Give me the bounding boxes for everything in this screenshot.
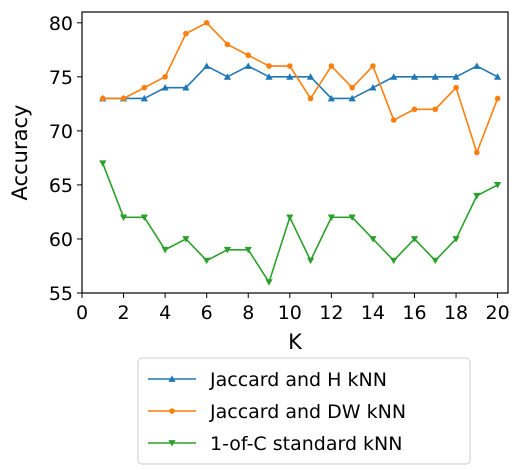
- series-3-point: [223, 246, 232, 254]
- series-2-point: [494, 95, 501, 102]
- y-tick-label: 65: [49, 175, 73, 197]
- series-2-point: [99, 95, 106, 102]
- series-1-point: [182, 84, 190, 91]
- series-3-point: [99, 160, 107, 167]
- series-1-point: [203, 62, 211, 69]
- series-1-point: [223, 73, 232, 80]
- series-1-point: [452, 73, 460, 80]
- legend: Jaccard and H kNN Jaccard and DW kNN 1-of-…: [137, 357, 471, 465]
- axis-layer: 0 2 4 6 8 10 12 14 16 18 20 55 60 65 70 75 80: [49, 13, 510, 324]
- series-2-point: [245, 52, 252, 59]
- series-1-point: [348, 94, 356, 102]
- series-2-point: [183, 30, 189, 37]
- series-3-point: [182, 236, 190, 243]
- plot-layer: [99, 20, 502, 286]
- series-1-line: [102, 65, 498, 100]
- series-3-point: [348, 214, 356, 221]
- series-3-line: [102, 163, 498, 283]
- x-tick-label: 8: [242, 302, 254, 324]
- legend-label: 1-of-C standard kNN: [210, 433, 402, 455]
- series-2-point: [370, 63, 376, 69]
- series-1-point: [327, 94, 335, 102]
- legend-entry: Jaccard and DW kNN: [148, 401, 406, 423]
- series-3-point: [410, 236, 419, 243]
- plot-frame: [81, 11, 509, 294]
- x-tick-label: 16: [402, 302, 426, 324]
- series-1-point: [390, 73, 398, 80]
- legend-box: [137, 357, 471, 465]
- y-tick-label: 60: [49, 229, 73, 251]
- legend-label: Jaccard and DW kNN: [209, 401, 406, 423]
- legend-entry: Jaccard and H kNN: [148, 369, 387, 391]
- x-tick-label: 12: [319, 302, 343, 324]
- series-3-point: [244, 246, 252, 254]
- x-axis-label: K: [288, 330, 303, 354]
- series-2-point: [141, 84, 148, 91]
- series-1-point: [473, 62, 481, 69]
- series-3-point: [390, 257, 398, 265]
- series-2-line: [102, 22, 499, 154]
- x-tick-label: 6: [201, 302, 213, 324]
- x-tick-label: 14: [361, 302, 385, 324]
- series-3-point: [265, 279, 273, 286]
- series-3-point: [203, 257, 211, 265]
- series-2-point: [287, 63, 293, 69]
- series-1: [99, 62, 502, 102]
- series-2-point: [328, 63, 335, 69]
- y-tick-label: 75: [49, 67, 73, 89]
- series-3-point: [286, 214, 294, 221]
- series-3-point: [369, 236, 377, 243]
- series-2-point: [349, 84, 355, 91]
- series-1-point: [431, 73, 439, 80]
- legend-entry: 1-of-C standard kNN: [148, 433, 402, 455]
- series-3-point: [306, 257, 315, 265]
- series-1-point: [140, 94, 148, 102]
- series-2-point: [411, 106, 418, 113]
- series-2-point: [453, 84, 459, 91]
- y-tick-label: 80: [49, 13, 73, 35]
- legend-swatch-marker: [169, 408, 175, 414]
- series-1-point: [265, 73, 273, 80]
- series-2-point: [120, 95, 127, 102]
- series-1-point: [306, 73, 315, 80]
- y-axis-label: Accuracy: [8, 105, 32, 201]
- series-2-point: [266, 63, 272, 69]
- x-tick-label: 20: [486, 302, 510, 324]
- x-tick-label: 10: [278, 302, 302, 324]
- series-3-point: [452, 236, 460, 243]
- series-1-point: [494, 73, 502, 80]
- y-tick-label: 55: [49, 283, 73, 305]
- series-2-point: [307, 95, 314, 102]
- series-3-point: [119, 214, 128, 221]
- series-1-point: [369, 84, 377, 91]
- x-tick-label: 2: [118, 302, 130, 324]
- series-3-point: [161, 246, 169, 254]
- series-3-point: [431, 257, 439, 265]
- series-3: [99, 160, 502, 286]
- legend-entries: Jaccard and H kNN Jaccard and DW kNN 1-of-…: [148, 369, 406, 455]
- series-1-point: [244, 62, 252, 69]
- series-3-point: [473, 192, 481, 200]
- series-3-point: [140, 214, 148, 221]
- series-2-point: [203, 20, 210, 26]
- series-2-point: [224, 41, 231, 48]
- series-3-point: [327, 214, 335, 221]
- series-1-point: [161, 84, 169, 91]
- legend-swatch-marker: [168, 440, 176, 447]
- series-2-point: [162, 74, 168, 80]
- series-1-point: [410, 73, 419, 80]
- x-tick-label: 18: [444, 302, 468, 324]
- y-tick-label: 70: [49, 121, 73, 143]
- series-3-point: [494, 182, 502, 189]
- series-2: [99, 20, 501, 156]
- series-1-point: [286, 73, 294, 80]
- series-2-point: [432, 106, 439, 113]
- series-2-point: [390, 117, 397, 123]
- x-tick-label: 4: [159, 302, 171, 324]
- legend-label: Jaccard and H kNN: [209, 369, 387, 391]
- x-tick-label: 0: [76, 302, 88, 324]
- legend-swatch-marker: [168, 375, 176, 382]
- series-2-point: [474, 149, 480, 156]
